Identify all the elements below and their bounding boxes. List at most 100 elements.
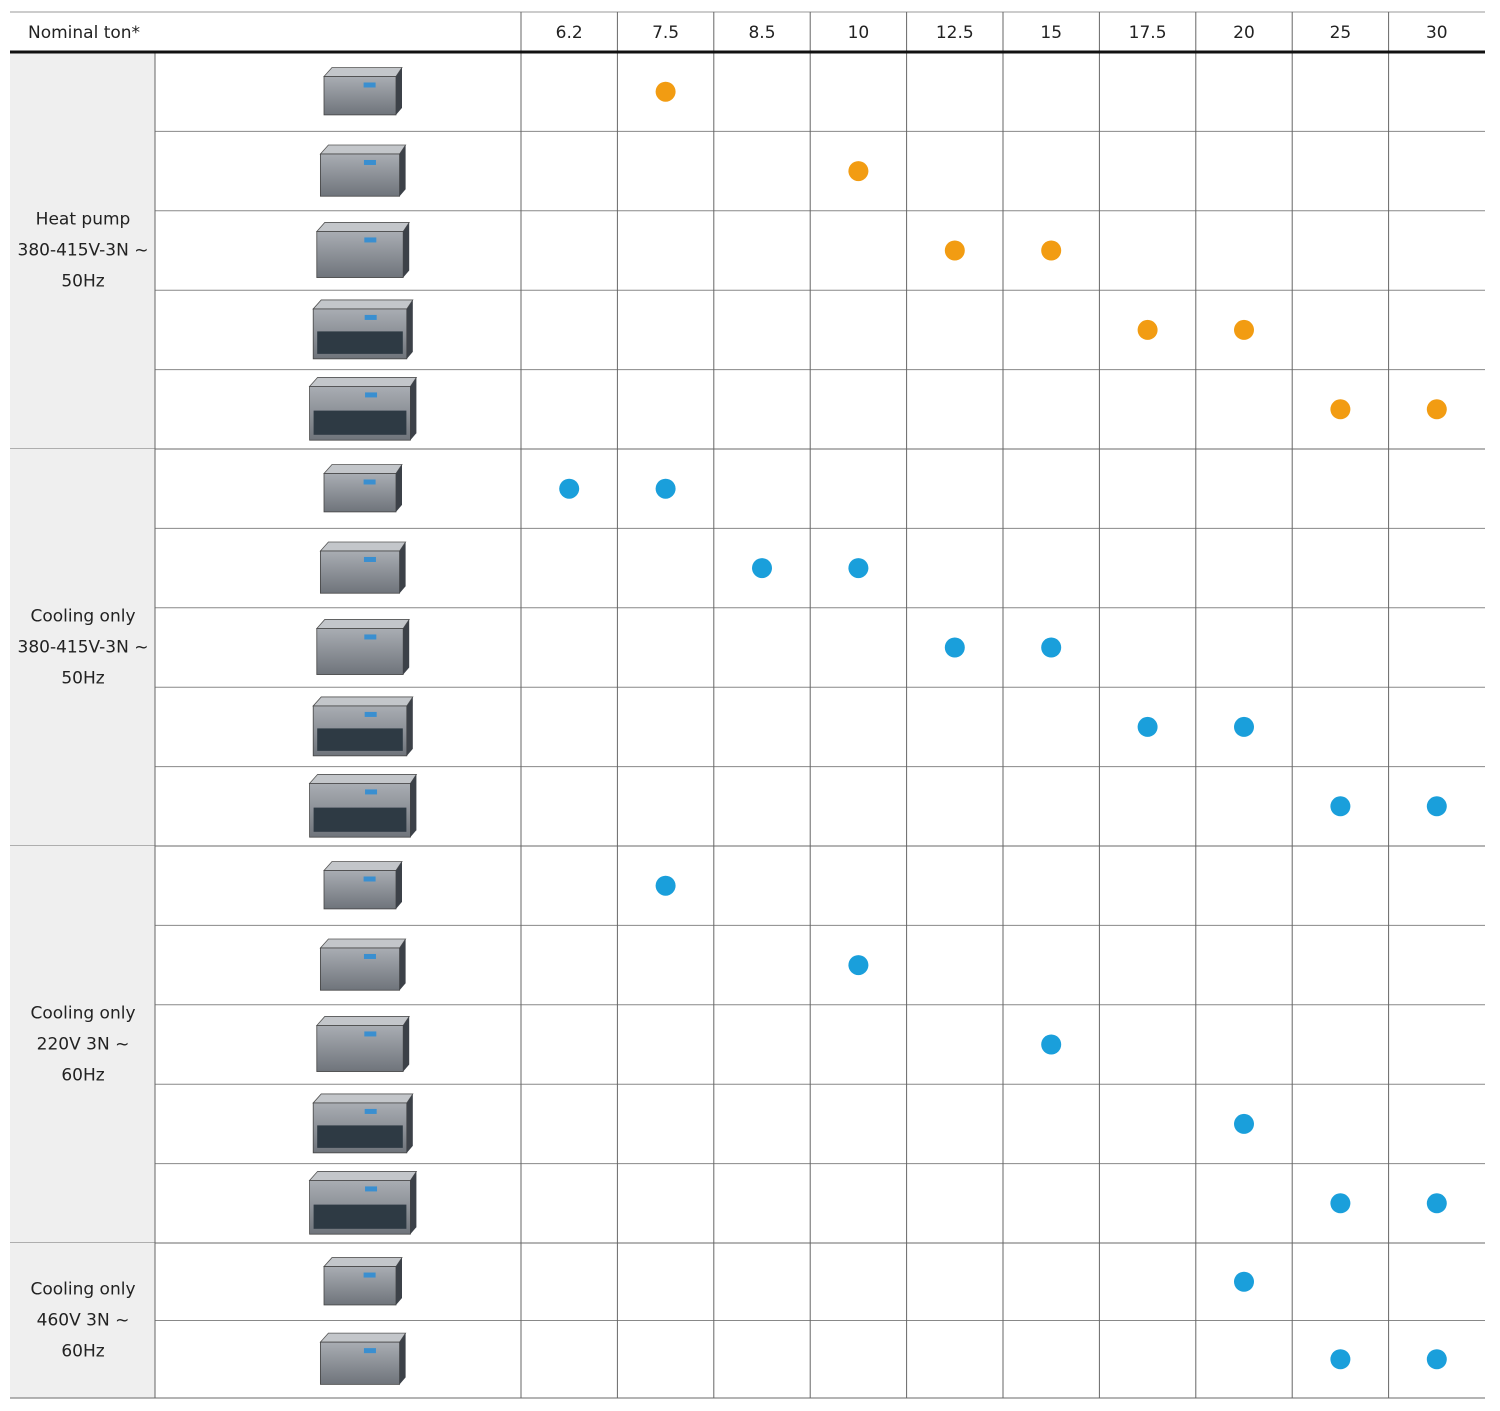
group-label: 50Hz bbox=[61, 272, 104, 292]
unit-side bbox=[410, 774, 417, 838]
unit-badge bbox=[363, 1348, 376, 1354]
product-image bbox=[308, 377, 418, 441]
group-label: 220V 3N ~ bbox=[37, 1035, 130, 1055]
unit-body bbox=[323, 473, 397, 513]
group-label-cell bbox=[10, 846, 155, 1243]
unit-side bbox=[396, 464, 402, 512]
product-image bbox=[319, 938, 407, 991]
unit-side bbox=[403, 222, 410, 278]
availability-dot bbox=[1426, 399, 1447, 420]
column-header: 7.5 bbox=[652, 23, 679, 43]
availability-dot bbox=[1426, 796, 1447, 817]
unit-coil bbox=[317, 1125, 403, 1148]
availability-dot bbox=[1234, 1271, 1254, 1292]
availability-dot bbox=[1330, 399, 1351, 420]
column-header: 30 bbox=[1426, 23, 1448, 43]
availability-dot bbox=[1426, 1349, 1447, 1370]
unit-top bbox=[319, 1332, 407, 1343]
unit-top bbox=[315, 619, 410, 629]
unit-badge bbox=[363, 159, 376, 165]
unit-top bbox=[308, 1171, 418, 1181]
availability-dot bbox=[752, 558, 772, 579]
availability-dot bbox=[655, 875, 676, 896]
group-label: Cooling only bbox=[30, 1280, 135, 1300]
group-label-cell bbox=[10, 449, 155, 846]
unit-coil bbox=[313, 1204, 407, 1229]
product-image bbox=[312, 696, 414, 757]
unit-top bbox=[308, 377, 418, 387]
unit-body bbox=[316, 1025, 404, 1072]
unit-side bbox=[399, 1333, 406, 1385]
availability-dot bbox=[1041, 1034, 1062, 1055]
unit-coil bbox=[313, 410, 407, 435]
availability-dot bbox=[1041, 240, 1062, 261]
availability-dot bbox=[1041, 637, 1062, 658]
unit-side bbox=[396, 861, 402, 909]
product-image bbox=[315, 619, 410, 675]
unit-top bbox=[319, 541, 407, 552]
group-label: 380-415V-3N ~ bbox=[18, 638, 149, 658]
product-image bbox=[319, 1332, 407, 1385]
unit-badge bbox=[364, 314, 377, 320]
availability-dot bbox=[944, 637, 965, 658]
product-image bbox=[319, 541, 407, 594]
availability-dot bbox=[848, 955, 869, 976]
group-label: Cooling only bbox=[30, 1004, 135, 1024]
header-label: Nominal ton* bbox=[28, 23, 140, 43]
unit-badge bbox=[363, 1272, 376, 1278]
availability-dot bbox=[1137, 716, 1158, 737]
column-header: 8.5 bbox=[748, 23, 775, 43]
unit-badge bbox=[364, 634, 377, 640]
column-header: 25 bbox=[1330, 23, 1352, 43]
unit-top bbox=[312, 1093, 414, 1104]
availability-dot bbox=[1426, 1193, 1447, 1214]
unit-side bbox=[403, 619, 410, 675]
availability-dot bbox=[1330, 796, 1351, 817]
unit-body bbox=[319, 947, 400, 991]
product-image bbox=[312, 1093, 414, 1154]
unit-badge bbox=[363, 82, 376, 88]
unit-badge bbox=[363, 556, 376, 562]
product-image bbox=[315, 1016, 410, 1072]
product-image bbox=[323, 861, 403, 910]
unit-badge bbox=[364, 237, 377, 243]
unit-top bbox=[312, 696, 414, 707]
product-image bbox=[312, 299, 414, 360]
unit-body bbox=[323, 76, 397, 116]
availability-dot bbox=[1234, 319, 1254, 340]
unit-body bbox=[323, 1266, 397, 1306]
availability-dot bbox=[1137, 319, 1158, 340]
group-label-cell bbox=[10, 1243, 155, 1398]
product-image bbox=[308, 1171, 418, 1235]
availability-dot bbox=[559, 478, 580, 499]
unit-body bbox=[323, 870, 397, 910]
unit-side bbox=[396, 67, 402, 115]
product-image bbox=[323, 464, 403, 513]
unit-badge bbox=[364, 1108, 377, 1114]
unit-top bbox=[323, 464, 403, 474]
unit-top bbox=[319, 938, 407, 949]
unit-side bbox=[399, 938, 406, 991]
product-image bbox=[323, 67, 403, 116]
unit-body bbox=[319, 1341, 400, 1385]
product-image bbox=[319, 144, 407, 197]
group-label: Heat pump bbox=[36, 210, 131, 230]
unit-top bbox=[308, 774, 418, 784]
product-image bbox=[323, 1257, 403, 1306]
column-header: 6.2 bbox=[556, 23, 583, 43]
column-header: 12.5 bbox=[936, 23, 974, 43]
unit-badge bbox=[365, 1186, 378, 1192]
unit-coil bbox=[317, 728, 403, 751]
unit-badge bbox=[363, 876, 376, 882]
unit-badge bbox=[364, 1031, 377, 1037]
unit-badge bbox=[365, 392, 378, 398]
unit-side bbox=[403, 1016, 410, 1072]
product-image bbox=[315, 222, 410, 278]
unit-side bbox=[410, 377, 417, 441]
unit-badge bbox=[363, 953, 376, 959]
group-label: Cooling only bbox=[30, 607, 135, 627]
availability-dot bbox=[1234, 716, 1254, 737]
availability-dot bbox=[1234, 1113, 1254, 1134]
